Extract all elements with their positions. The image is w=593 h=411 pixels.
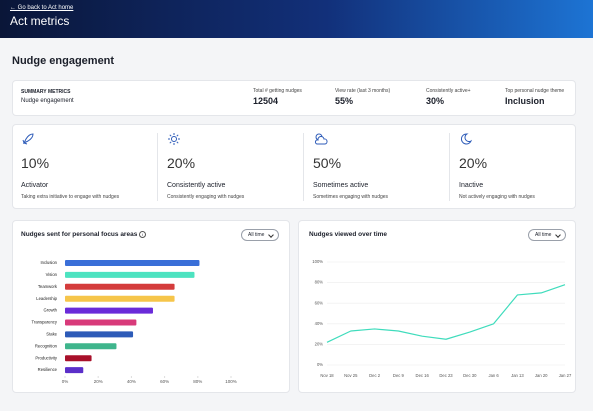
divider	[303, 133, 304, 201]
stat-title: Inactive	[459, 182, 484, 189]
metric-value: 55%	[335, 96, 354, 106]
bar	[65, 260, 200, 266]
summary-card: SUMMARY METRICS Nudge engagement Total #…	[12, 80, 576, 116]
x-tick-label: Dec 23	[439, 373, 453, 378]
y-tick-label: Leadership	[36, 296, 57, 301]
x-tick-label: Nov 18	[320, 373, 334, 378]
metric-value: 12504	[253, 96, 279, 106]
x-tick-label: 60%	[160, 379, 169, 384]
chart-title: Nudges sent for personal focus areas	[21, 231, 138, 238]
stat-value: 20%	[167, 155, 196, 171]
chart-card: Nudges viewed over time All time 0% 20% 40…	[298, 220, 576, 393]
divider	[157, 133, 158, 201]
x-tick-label: Jan 13	[511, 373, 524, 378]
bar	[65, 319, 137, 326]
y-tick-label: 60%	[315, 300, 324, 305]
metric-label: View rate (last 3 months)	[335, 88, 391, 94]
x-tick-label: Jan 6	[488, 373, 499, 378]
y-tick-label: 0%	[317, 362, 323, 367]
divider	[449, 133, 450, 201]
stat-icon	[168, 133, 180, 145]
stat-description: Consistently engaging with nudges	[167, 194, 245, 200]
bar	[65, 355, 92, 362]
x-tick-label: Dec 2	[369, 373, 381, 378]
dropdown[interactable]: All time	[241, 229, 280, 241]
x-tick-label: 100%	[225, 379, 237, 384]
y-tick-label: Growth	[44, 308, 58, 313]
section-title: Nudge engagement	[12, 55, 115, 67]
x-tick-label: 20%	[94, 379, 103, 384]
stat-description: Sometimes engaging with nudges	[313, 194, 389, 200]
x-tick-label: Dec 9	[393, 373, 405, 378]
stats-card: 10% Activator Taking extra initiative to e…	[12, 124, 576, 209]
stat-title: Sometimes active	[313, 182, 369, 189]
header: ← Go back to Act home Act metrics	[0, 0, 593, 38]
page-title: Act metrics	[10, 14, 70, 28]
stat-title: Consistently active	[167, 182, 226, 189]
chart-card: Nudges sent for personal focus areas i A…	[12, 220, 290, 393]
stat-icon	[460, 133, 473, 145]
bar	[65, 307, 153, 314]
y-tick-label: Stake	[46, 332, 57, 337]
stat-description: Taking extra initiative to engage with n…	[21, 194, 120, 200]
y-tick-label: Inclusion	[40, 260, 57, 265]
stat-icon	[22, 133, 34, 145]
x-tick-label: 0%	[62, 379, 69, 384]
back-link[interactable]: ← Go back to Act home	[10, 5, 74, 11]
x-tick-label: Jan 20	[535, 373, 548, 378]
stat-description: Not actively engaging with nudges	[459, 194, 535, 200]
metric-label: Consistently active+	[426, 88, 471, 94]
x-tick-label: Nov 25	[344, 373, 358, 378]
stat-value: 10%	[21, 155, 50, 171]
y-tick-label: Transparency	[32, 320, 58, 325]
dropdown[interactable]: All time	[528, 229, 567, 241]
summary-subheading: Nudge engagement	[21, 98, 74, 104]
stat-value: 50%	[313, 155, 342, 171]
chart: 0% 20% 40% 60% 80% 100% Nov 18 Nov 25 Dec 2 Dec 9…	[312, 259, 572, 378]
y-tick-label: 40%	[315, 321, 324, 326]
metric-value: 30%	[426, 96, 445, 106]
y-tick-label: 80%	[315, 280, 324, 285]
y-tick-label: Productivity	[35, 355, 58, 360]
bar	[65, 295, 175, 302]
bar	[65, 283, 175, 290]
bar	[65, 367, 84, 374]
info-icon[interactable]: i	[139, 231, 146, 238]
x-tick-label: Jan 27	[559, 373, 572, 378]
y-tick-label: 100%	[312, 259, 323, 264]
summary-heading: SUMMARY METRICS	[21, 89, 71, 95]
bar	[65, 271, 195, 278]
chart-title: Nudges viewed over time	[309, 231, 388, 238]
metric-label: Total # getting nudges	[253, 88, 302, 94]
bar	[65, 343, 117, 350]
y-tick-label: Teamwork	[38, 284, 58, 289]
metric-value: Inclusion	[505, 96, 545, 106]
stat-title: Activator	[21, 182, 49, 189]
y-tick-label: 20%	[315, 342, 324, 347]
stat-icon	[315, 133, 328, 145]
x-tick-label: Dec 16	[416, 373, 430, 378]
y-tick-label: Vision	[46, 272, 58, 277]
line	[326, 284, 566, 343]
chart: 0% 20% 40% 60% 80% 100% Inclusion Vision Teamwor…	[32, 260, 237, 384]
x-tick-label: 40%	[127, 379, 136, 384]
bar	[65, 331, 134, 338]
x-tick-label: 80%	[193, 379, 202, 384]
y-tick-label: Resilience	[38, 367, 58, 372]
x-tick-label: Dec 30	[463, 373, 477, 378]
metric-label: Top personal nudge theme	[505, 88, 565, 94]
y-tick-label: Recognition	[35, 343, 58, 348]
stat-value: 20%	[459, 155, 488, 171]
